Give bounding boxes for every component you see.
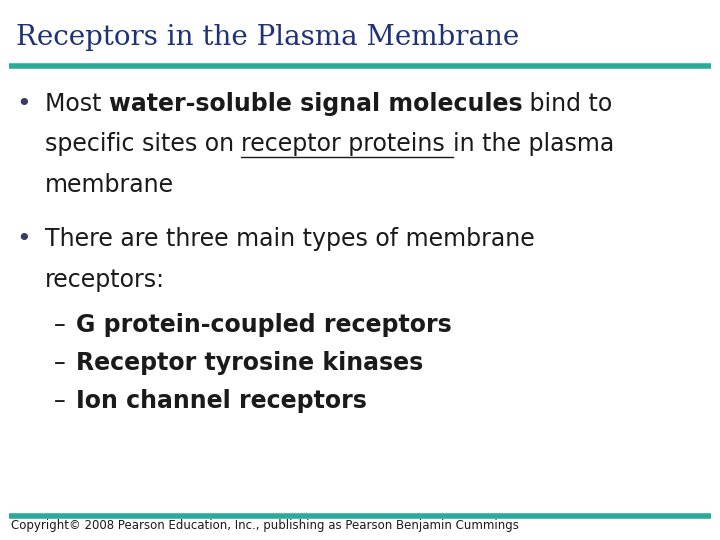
Text: Receptors in the Plasma Membrane: Receptors in the Plasma Membrane xyxy=(16,24,519,51)
Text: Copyright© 2008 Pearson Education, Inc., publishing as Pearson Benjamin Cummings: Copyright© 2008 Pearson Education, Inc.,… xyxy=(11,519,518,532)
Text: –: – xyxy=(54,351,66,375)
Text: Receptor tyrosine kinases: Receptor tyrosine kinases xyxy=(76,351,423,375)
Text: water-soluble signal molecules: water-soluble signal molecules xyxy=(109,92,522,116)
Text: receptor proteins: receptor proteins xyxy=(241,132,452,156)
Text: in the plasma: in the plasma xyxy=(452,132,613,156)
Text: specific sites on: specific sites on xyxy=(45,132,241,156)
Text: bind to: bind to xyxy=(522,92,613,116)
Text: Ion channel receptors: Ion channel receptors xyxy=(76,389,366,414)
Text: G protein-coupled receptors: G protein-coupled receptors xyxy=(76,313,451,336)
Text: –: – xyxy=(54,313,66,336)
Text: There are three main types of membrane: There are three main types of membrane xyxy=(45,227,534,252)
Text: •: • xyxy=(16,92,30,116)
Text: Most: Most xyxy=(45,92,109,116)
Text: membrane: membrane xyxy=(45,173,174,197)
Text: •: • xyxy=(16,227,30,252)
Text: –: – xyxy=(54,389,66,414)
Text: receptors:: receptors: xyxy=(45,268,165,292)
